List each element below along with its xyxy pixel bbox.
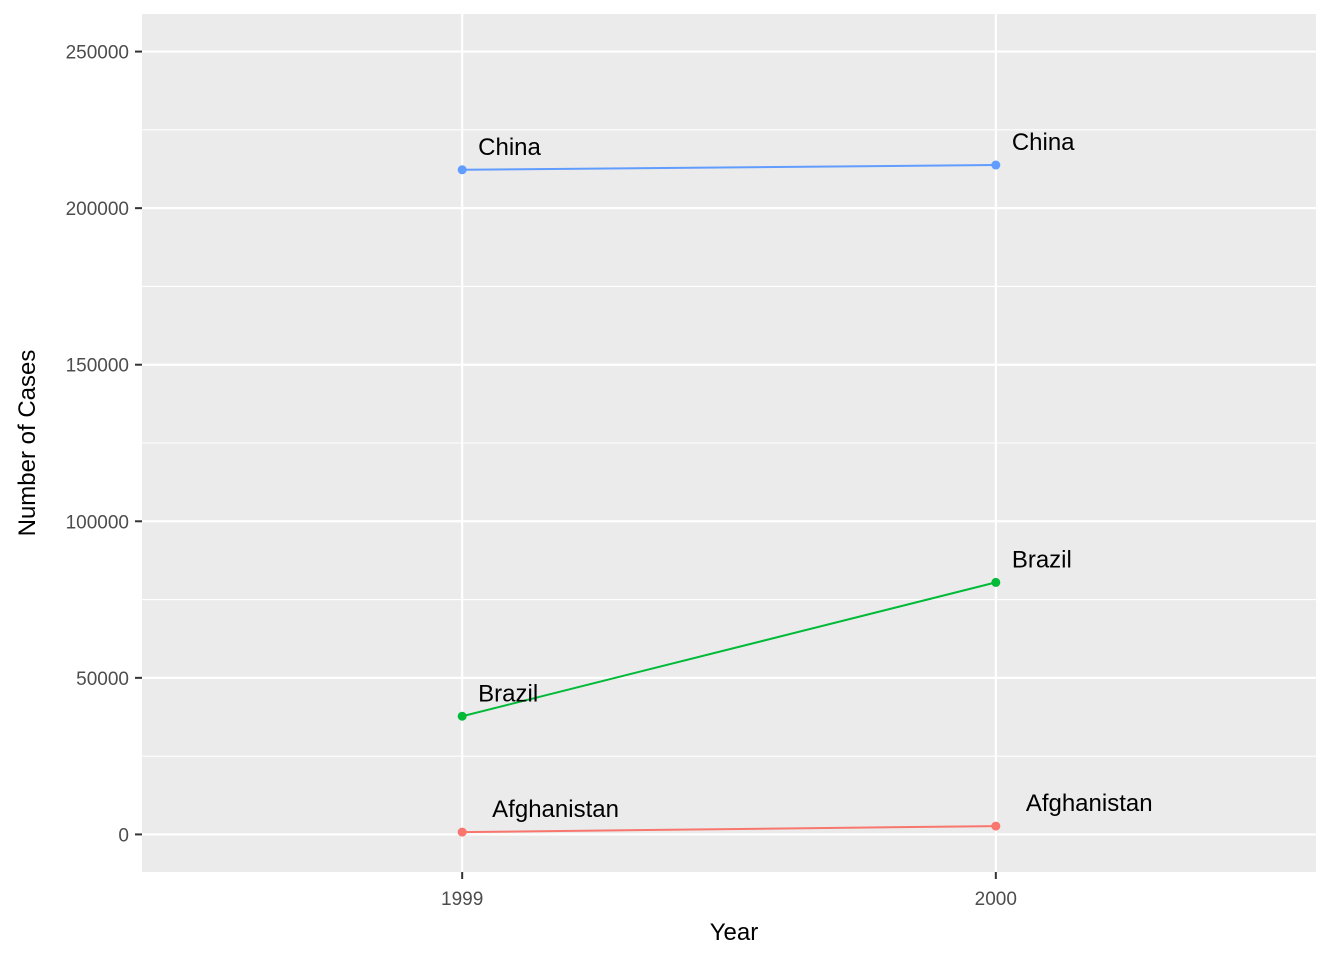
data-point-afghanistan [991, 821, 1001, 831]
x-axis-title: Year [710, 919, 759, 946]
x-tick-label: 2000 [975, 889, 1017, 910]
series-layer [457, 160, 1001, 837]
y-tick-label: 200000 [66, 199, 129, 220]
data-point-brazil [991, 577, 1001, 587]
grid [142, 14, 1316, 872]
data-point-china [991, 160, 1001, 170]
data-point-brazil [457, 711, 467, 721]
data-point-china [457, 165, 467, 175]
series-line-afghanistan [462, 825, 996, 834]
point-label-brazil: Brazil [1012, 546, 1072, 573]
point-label-brazil: Brazil [478, 680, 538, 707]
series-line-brazil [461, 581, 997, 718]
y-axis: 0 50000 100000 150000 200000 250000 [66, 43, 142, 846]
point-label-afghanistan: Afghanistan [1026, 790, 1153, 817]
x-tick-label: 1999 [441, 889, 483, 910]
y-axis-title: Number of Cases [14, 350, 41, 537]
y-tick-label: 250000 [66, 43, 129, 64]
data-point-afghanistan [457, 827, 467, 837]
point-label-china: China [478, 134, 541, 161]
point-label-china: China [1012, 129, 1075, 156]
series-line-china [462, 164, 996, 171]
y-tick-label: 150000 [66, 356, 129, 377]
y-tick-label: 100000 [66, 512, 129, 533]
point-label-afghanistan: Afghanistan [492, 796, 619, 823]
y-tick-label: 50000 [76, 669, 129, 690]
point-labels: Afghanistan Afghanistan Brazil Brazil China C… [478, 129, 1152, 823]
y-tick-label: 0 [118, 825, 129, 846]
x-axis: 1999 2000 [441, 872, 1017, 910]
